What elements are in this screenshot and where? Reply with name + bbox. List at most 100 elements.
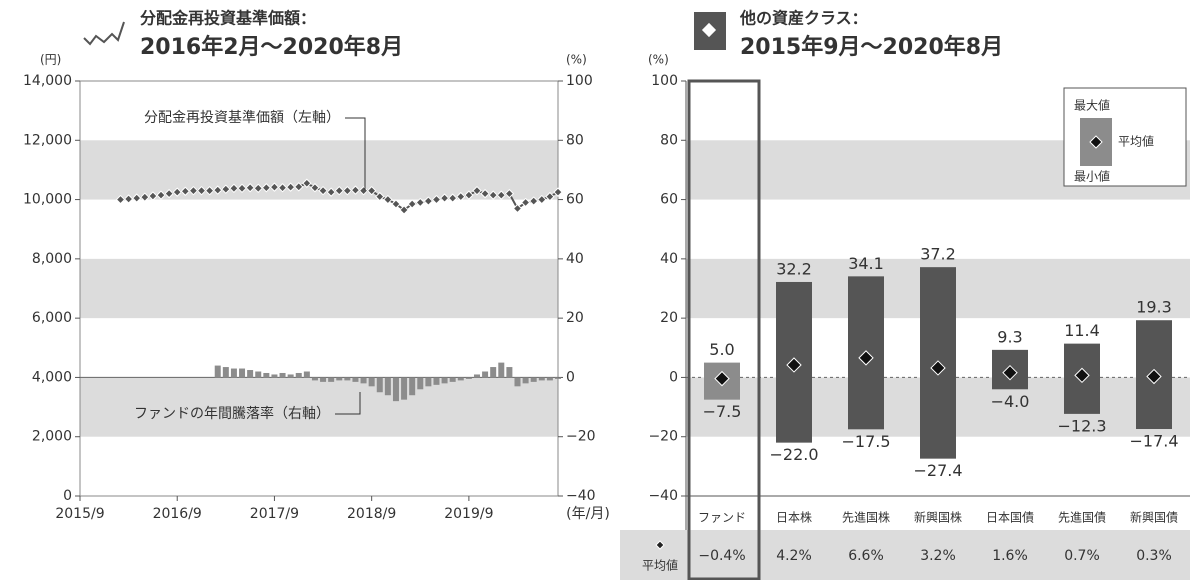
- y-unit: (円): [40, 53, 61, 67]
- max-label: 9.3: [997, 327, 1022, 346]
- bar: [392, 377, 399, 402]
- y2-tick-label: 100: [566, 73, 593, 89]
- bar: [409, 377, 416, 396]
- bar: [311, 377, 318, 381]
- chart-title: 他の資産クラス：: [739, 9, 868, 28]
- y-tick-label: 0: [669, 369, 678, 385]
- bar: [522, 377, 529, 384]
- average-label: 4.2%: [776, 548, 812, 564]
- bar: [425, 377, 432, 387]
- line-marker: [148, 191, 158, 201]
- line-marker: [334, 185, 344, 196]
- bar: [417, 377, 424, 390]
- chart-subtitle: 2015年9月～2020年8月: [740, 34, 1003, 60]
- bar: [287, 374, 294, 378]
- bar: [360, 377, 367, 384]
- average-label: 0.3%: [1136, 548, 1172, 564]
- y-tick-label: 8,000: [32, 251, 72, 267]
- grid-band: [80, 258, 558, 319]
- y-tick-label: 14,000: [23, 73, 72, 89]
- line-marker: [253, 183, 263, 194]
- y2-tick-label: −40: [566, 488, 596, 504]
- bar: [239, 368, 246, 378]
- legend-max: 最大値: [1074, 98, 1110, 113]
- x-tick-label: 2019/9: [444, 506, 493, 522]
- y2-unit: (%): [566, 53, 587, 67]
- line-marker: [213, 185, 223, 195]
- average-marker: [858, 350, 874, 366]
- min-label: −27.4: [913, 461, 962, 480]
- y-tick-label: 80: [660, 132, 678, 148]
- average-marker: [1002, 364, 1018, 381]
- x-axis-label: (年/月): [566, 506, 610, 522]
- max-label: 19.3: [1136, 298, 1172, 317]
- x-tick-label: 2018/9: [347, 506, 396, 522]
- line-marker: [237, 183, 247, 194]
- line-marker: [261, 183, 272, 193]
- y-tick-label: 0: [63, 488, 72, 504]
- bar: [490, 367, 497, 378]
- y2-tick-label: 60: [566, 192, 584, 208]
- line-marker: [537, 194, 547, 205]
- min-label: −12.3: [1057, 416, 1106, 435]
- average-label: 3.2%: [920, 548, 956, 564]
- y-tick-label: 60: [660, 192, 678, 208]
- line-marker: [456, 191, 466, 202]
- grid-band: [80, 377, 558, 437]
- line-marker: [140, 192, 150, 202]
- line-marker: [172, 187, 182, 197]
- x-tick-label: 日本国債: [986, 510, 1034, 525]
- bar: [222, 367, 229, 378]
- bar: [320, 377, 327, 382]
- line-marker: [350, 185, 361, 195]
- line-marker: [447, 193, 458, 203]
- y-tick-label: −40: [648, 488, 678, 504]
- y-tick-label: 20: [660, 310, 678, 326]
- y-tick-label: −20: [648, 429, 678, 445]
- y-tick-label: 40: [660, 251, 678, 267]
- callout: [335, 392, 361, 415]
- bar: [530, 377, 537, 382]
- average-label: −0.4%: [698, 548, 745, 564]
- line-marker: [342, 185, 353, 196]
- line-marker: [415, 197, 425, 208]
- line-marker: [512, 203, 523, 214]
- line-marker: [366, 185, 377, 196]
- title-icon-diamond: [701, 22, 717, 38]
- line-marker: [180, 186, 191, 196]
- bar: [538, 377, 545, 381]
- bar: [433, 377, 440, 385]
- line-marker: [496, 190, 506, 200]
- bar: [457, 377, 464, 381]
- bar: [271, 374, 278, 378]
- line-marker: [423, 196, 434, 206]
- y-unit: (%): [648, 53, 669, 67]
- bar: [230, 368, 237, 378]
- bar: [555, 377, 561, 379]
- chart-subtitle: 2016年2月～2020年8月: [140, 34, 403, 60]
- bar: [384, 377, 391, 396]
- title-icon: [83, 21, 125, 46]
- line-marker: [269, 182, 280, 192]
- line-marker: [294, 182, 304, 192]
- line-marker: [528, 196, 539, 206]
- average-marker: [930, 360, 946, 376]
- min-label: −17.4: [1129, 432, 1178, 451]
- line-marker: [326, 187, 336, 197]
- average-label: 6.6%: [848, 548, 884, 564]
- y2-tick-label: 40: [566, 251, 584, 267]
- line-marker: [399, 205, 409, 215]
- bar: [506, 367, 513, 378]
- bar: [336, 377, 343, 381]
- line-marker: [553, 187, 563, 197]
- x-tick-label: 2017/9: [250, 506, 299, 522]
- bar: [465, 377, 472, 379]
- y-tick-label: 12,000: [23, 132, 72, 148]
- line-marker: [439, 193, 450, 203]
- min-label: −17.5: [841, 432, 890, 451]
- line-marker: [431, 194, 442, 205]
- bar: [263, 372, 270, 378]
- legend-marker: [655, 540, 665, 550]
- line-marker: [375, 191, 385, 202]
- bar: [376, 377, 383, 393]
